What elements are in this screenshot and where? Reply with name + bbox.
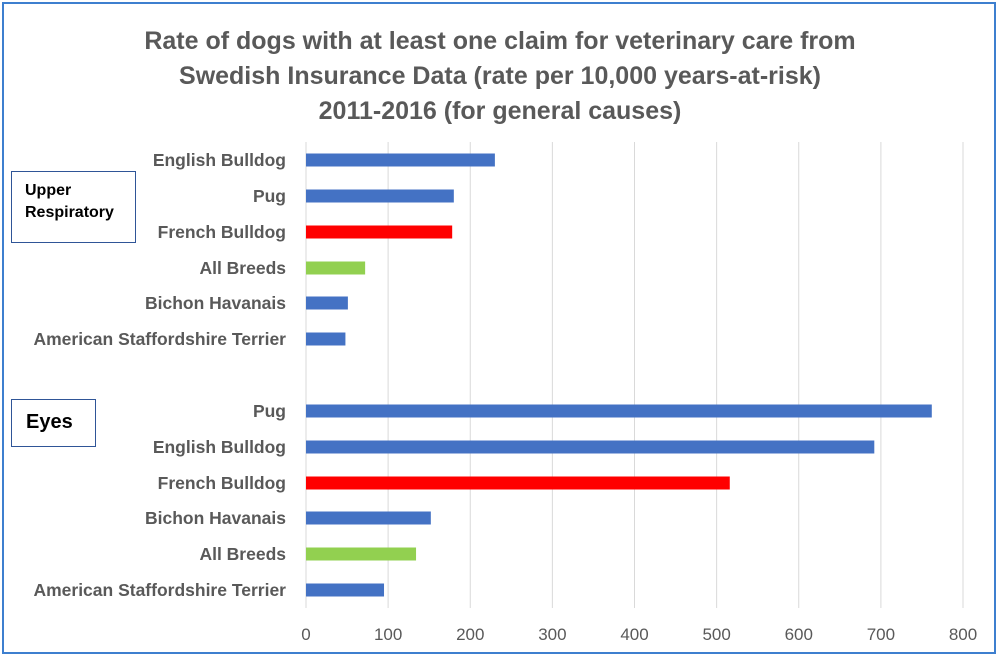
bar-upper-pug [306,189,454,203]
x-tick-label-400: 400 [620,625,648,644]
category-label-eyes-french-bulldog: French Bulldog [158,473,286,493]
category-label-upper-american-staffordshire-terrier: American Staffordshire Terrier [33,329,286,349]
bar-eyes-all-breeds [306,547,417,561]
bar-eyes-english-bulldog [306,440,875,454]
category-label-upper-bichon-havanais: Bichon Havanais [145,293,286,313]
category-label-eyes-bichon-havanais: Bichon Havanais [145,508,286,528]
bar-eyes-american-staffordshire-terrier [306,583,385,597]
group-label-upper-line-1: Upper [25,182,72,199]
bar-upper-all-breeds [306,261,366,275]
x-tick-label-100: 100 [374,625,402,644]
x-tick-label-700: 700 [867,625,895,644]
bar-upper-american-staffordshire-terrier [306,332,346,346]
bar-upper-bichon-havanais [306,296,348,310]
bar-eyes-french-bulldog [306,476,730,490]
category-label-eyes-all-breeds: All Breeds [199,544,286,564]
x-tick-label-300: 300 [538,625,566,644]
category-label-eyes-english-bulldog: English Bulldog [153,437,286,457]
x-tick-label-0: 0 [301,625,310,644]
group-label-upper-line-2: Respiratory [25,204,114,221]
group-label-eyes: Eyes [11,399,96,447]
group-label-eyes-text: Eyes [26,411,73,433]
category-label-upper-pug: Pug [253,186,286,206]
x-tick-label-200: 200 [456,625,484,644]
bar-upper-english-bulldog [306,153,495,167]
bar-eyes-pug [306,404,932,418]
category-label-upper-all-breeds: All Breeds [199,258,286,278]
x-tick-label-800: 800 [949,625,977,644]
x-tick-label-600: 600 [785,625,813,644]
chart-title-line-1: Rate of dogs with at least one claim for… [144,27,856,55]
chart-title: Rate of dogs with at least one claim for… [0,24,1000,129]
x-tick-label-500: 500 [702,625,730,644]
chart-title-line-2: Swedish Insurance Data (rate per 10,000 … [179,62,821,90]
bar-upper-french-bulldog [306,225,453,239]
group-label-upper-respiratory: Upper Respiratory [11,171,136,243]
category-label-eyes-american-staffordshire-terrier: American Staffordshire Terrier [33,580,286,600]
category-label-upper-french-bulldog: French Bulldog [158,222,286,242]
chart-title-line-3: 2011-2016 (for general causes) [318,97,682,125]
category-label-eyes-pug: Pug [253,401,286,421]
category-label-upper-english-bulldog: English Bulldog [153,150,286,170]
bar-eyes-bichon-havanais [306,511,431,525]
